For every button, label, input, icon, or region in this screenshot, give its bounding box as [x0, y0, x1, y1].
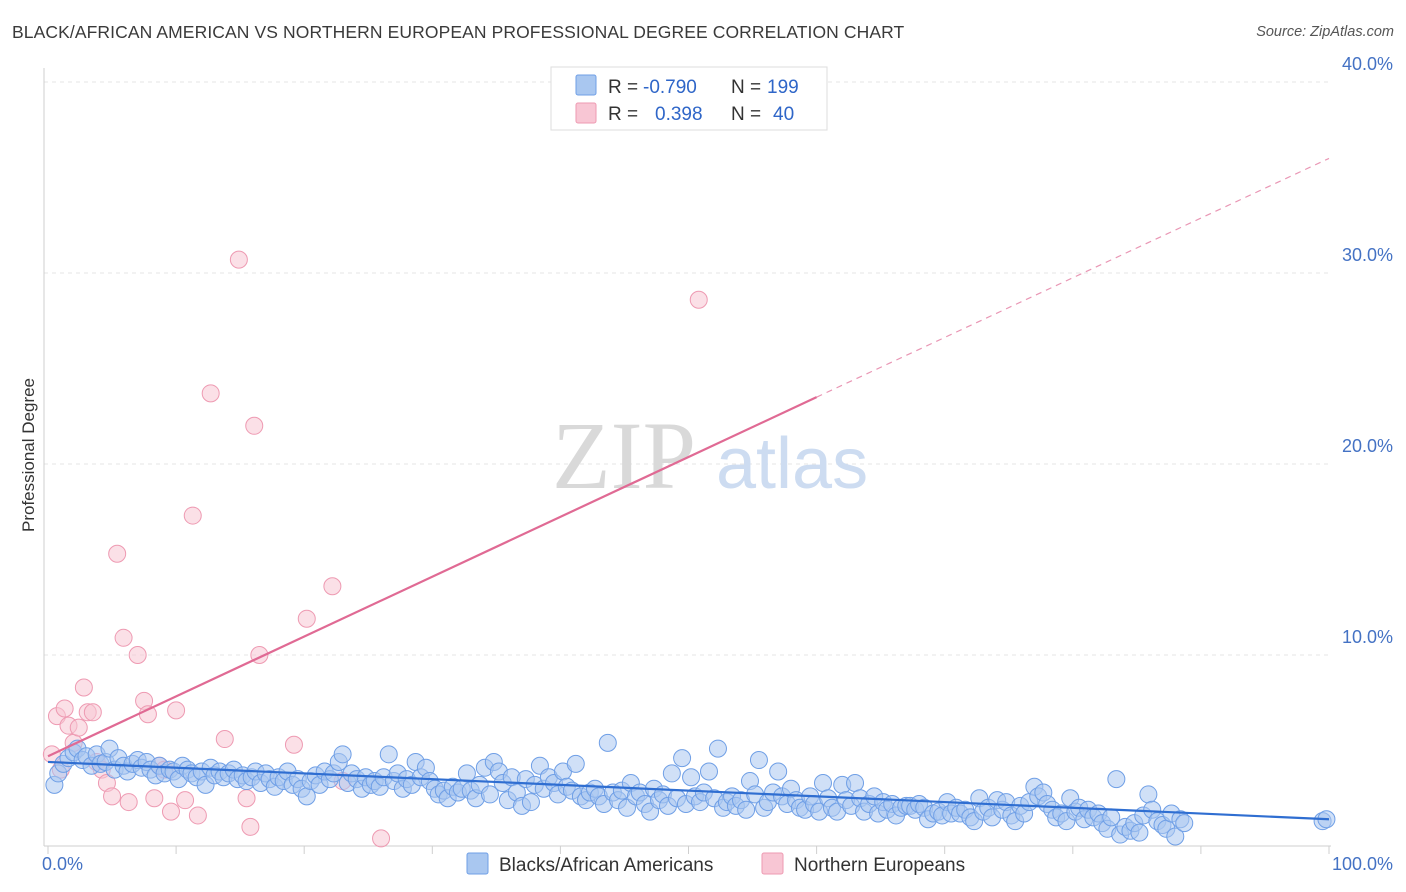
- grid-lines: [44, 81, 1331, 656]
- point-pink-26: [183, 506, 202, 525]
- point-pink-19: [138, 705, 157, 724]
- axes: [43, 68, 1331, 854]
- point-blue-143: [699, 762, 718, 781]
- point-pink-6: [69, 718, 88, 737]
- x-tick-label-1: 100.0%: [1332, 854, 1393, 874]
- trend-lines: [47, 157, 1330, 821]
- y-axis-title: Professional Degree: [19, 378, 38, 532]
- stats-legend-n-value-pink: 40: [773, 104, 794, 125]
- trend-line-blue: [47, 760, 1330, 821]
- point-blue-139: [682, 768, 701, 787]
- y-tick-label-0: 10.0%: [1342, 627, 1393, 647]
- series-legend-swatch-pink: [761, 852, 784, 875]
- stats-legend-swatch-blue: [575, 74, 597, 96]
- point-blue-237: [1130, 823, 1149, 842]
- point-blue-145: [708, 739, 727, 758]
- point-blue-104: [521, 793, 540, 812]
- watermark: ZIP atlas: [552, 402, 868, 509]
- point-pink-29: [215, 730, 234, 749]
- point-blue-73: [379, 745, 398, 764]
- stats-legend-r-value-pink: 0.398: [655, 104, 703, 125]
- x-tick-labels: 0.0% 100.0%: [42, 854, 1393, 874]
- point-pink-25: [176, 791, 195, 810]
- chart-title: BLACK/AFRICAN AMERICAN VS NORTHERN EUROP…: [12, 22, 905, 42]
- source-credit: Source: ZipAtlas.com: [1256, 24, 1394, 40]
- point-pink-20: [145, 789, 164, 808]
- point-pink-3: [55, 699, 74, 718]
- point-blue-90: [457, 764, 476, 783]
- point-blue-175: [846, 773, 865, 792]
- stats-legend-swatch-pink: [575, 102, 597, 124]
- point-pink-17: [128, 646, 147, 664]
- point-blue-121: [598, 733, 617, 752]
- point-pink-40: [689, 290, 708, 309]
- point-blue-168: [814, 773, 833, 792]
- stats-legend: R = -0.790 N = 199 R = 0.398 N = 40: [550, 66, 828, 131]
- point-pink-32: [241, 817, 260, 836]
- point-pink-13: [103, 787, 122, 806]
- point-pink-24: [167, 701, 186, 720]
- point-blue-135: [662, 764, 681, 783]
- watermark-zip: ZIP: [552, 402, 696, 509]
- series-legend-label-blue: Blacks/African Americans: [499, 855, 713, 876]
- point-pink-31: [237, 789, 256, 808]
- point-pink-28: [201, 384, 220, 403]
- point-blue-239: [1139, 785, 1158, 804]
- stats-legend-n-label-pink: N =: [731, 104, 761, 125]
- y-tick-label-1: 20.0%: [1342, 436, 1393, 456]
- point-pink-27: [188, 806, 207, 825]
- trend-line-pink-extension: [816, 157, 1330, 398]
- stats-legend-r-label-blue: R =: [608, 77, 638, 98]
- point-pink-37: [323, 577, 342, 596]
- point-pink-39: [372, 829, 391, 848]
- point-blue-63: [333, 745, 352, 764]
- y-tick-labels: 10.0% 20.0% 30.0% 40.0%: [1342, 54, 1393, 647]
- stats-legend-n-value-blue: 199: [767, 77, 799, 98]
- point-pink-35: [284, 735, 303, 754]
- x-tick-label-0: 0.0%: [42, 854, 83, 874]
- stats-legend-r-label-pink: R =: [608, 104, 638, 125]
- series-legend-label-pink: Northern Europeans: [794, 855, 965, 876]
- series-legend: Blacks/African Americans Northern Europe…: [466, 852, 965, 876]
- series-legend-swatch-blue: [466, 852, 489, 875]
- point-blue-247: [1175, 814, 1194, 833]
- watermark-atlas: atlas: [716, 424, 868, 504]
- stats-legend-r-value-blue: -0.790: [643, 77, 697, 98]
- stats-legend-n-label-blue: N =: [731, 77, 761, 98]
- point-blue-137: [673, 749, 692, 768]
- point-blue-114: [566, 754, 585, 773]
- point-pink-16: [119, 793, 138, 812]
- point-blue-232: [1107, 770, 1126, 789]
- y-tick-label-3: 40.0%: [1342, 54, 1393, 74]
- point-blue-154: [749, 751, 768, 770]
- point-pink-33: [245, 416, 264, 435]
- stats-legend-box: [550, 66, 828, 131]
- point-pink-14: [108, 544, 127, 563]
- point-pink-36: [297, 609, 316, 628]
- point-blue-151: [737, 800, 756, 819]
- point-pink-30: [229, 250, 248, 269]
- point-blue-158: [769, 762, 788, 781]
- point-pink-15: [114, 628, 133, 647]
- point-pink-23: [161, 802, 180, 821]
- point-pink-9: [83, 703, 102, 722]
- point-blue-95: [480, 785, 499, 804]
- point-blue-245: [1166, 827, 1185, 846]
- y-tick-label-2: 30.0%: [1342, 245, 1393, 265]
- trend-line-pink: [47, 396, 818, 758]
- point-pink-7: [74, 678, 93, 697]
